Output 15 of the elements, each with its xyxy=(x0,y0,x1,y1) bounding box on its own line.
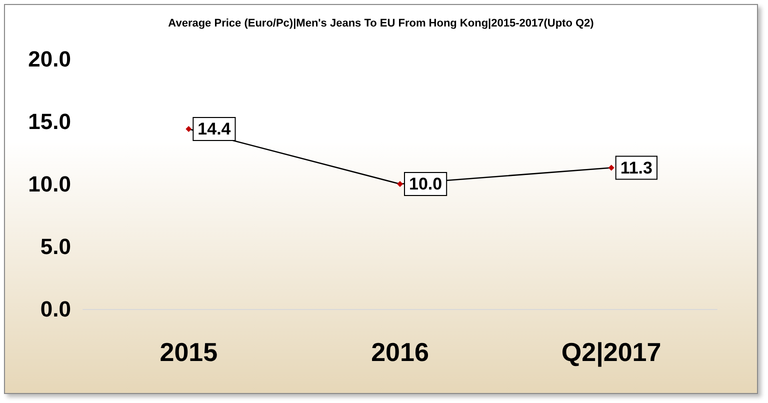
y-tick-label: 20.0 xyxy=(28,46,71,72)
data-label: 11.3 xyxy=(620,158,652,178)
point xyxy=(608,164,614,171)
chart-title: Average Price (Euro/Pc)|Men's Jeans To EU From Hong Kong|2015-2017(Upto Q2) xyxy=(168,18,594,30)
y-tick-label: 15.0 xyxy=(28,109,71,134)
y-tick-label: 10.0 xyxy=(28,172,71,196)
x-tick-label: Q2|2017 xyxy=(561,337,662,367)
x-tick-label: 2015 xyxy=(160,337,218,367)
y-tick-label: 5.0 xyxy=(40,234,71,259)
y-tick-label: 0.0 xyxy=(40,296,71,322)
point xyxy=(397,181,403,187)
data-label: 10.0 xyxy=(409,174,442,194)
point xyxy=(186,126,192,132)
x-tick-label: 2016 xyxy=(371,337,429,367)
data-label: 14.4 xyxy=(198,120,232,138)
